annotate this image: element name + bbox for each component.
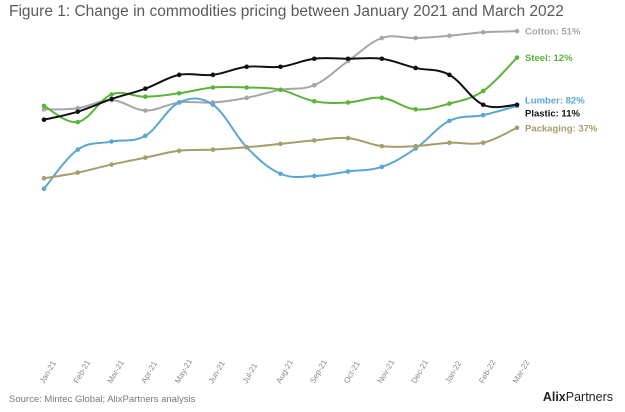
data-point-lumber-0 <box>41 186 47 191</box>
data-point-packaging-12 <box>447 140 452 145</box>
series-label-lumber: Lumber: 82% <box>525 95 585 106</box>
x-tick-label: Feb-22 <box>477 358 498 385</box>
data-point-cotton-13 <box>480 30 486 35</box>
data-point-cotton-8 <box>311 82 317 88</box>
series-end-labels: Cotton: 51% Steel: 12% Lumber: 82% Plastic:… <box>525 27 598 135</box>
x-tick-label: Sep-21 <box>308 358 329 385</box>
data-point-cotton-3 <box>143 108 148 113</box>
data-point-cotton-14 <box>514 28 520 34</box>
series-label-steel: Steel: 12% <box>525 53 573 64</box>
data-point-steel-14 <box>514 55 520 60</box>
data-point-steel-12 <box>447 101 452 106</box>
data-point-packaging-11 <box>413 143 418 149</box>
data-point-packaging-1 <box>75 170 81 175</box>
x-tick-label: Oct-21 <box>342 359 362 385</box>
data-point-packaging-0 <box>41 176 47 181</box>
data-point-steel-10 <box>379 95 385 101</box>
brand-logo-part1: Alix <box>542 390 566 404</box>
data-point-packaging-7 <box>278 141 283 147</box>
data-point-steel-5 <box>210 85 216 90</box>
series-label-packaging: Packaging: 37% <box>525 123 598 134</box>
data-point-packaging-4 <box>176 148 182 154</box>
data-point-packaging-3 <box>143 155 148 160</box>
x-tick-label: Jan-21 <box>38 359 58 385</box>
data-point-lumber-13 <box>480 112 486 118</box>
data-point-plastic-12 <box>447 72 452 78</box>
data-point-plastic-6 <box>244 64 250 70</box>
x-axis-tick-labels: Jan-21 Feb-21 Mar-21 Apr-21 May-21 Jun-21 Jul-… <box>38 357 532 385</box>
data-point-lumber-10 <box>379 164 385 170</box>
data-point-lumber-3 <box>143 133 148 139</box>
data-point-lumber-5 <box>210 102 216 108</box>
x-tick-label: Aug-21 <box>274 358 295 385</box>
series-line-packaging <box>43 126 518 180</box>
x-tick-label: Apr-21 <box>139 359 159 385</box>
data-point-cotton-6 <box>244 95 250 101</box>
x-tick-label: May-21 <box>173 357 194 385</box>
data-point-packaging-13 <box>480 140 486 145</box>
data-point-steel-11 <box>413 107 418 112</box>
data-point-steel-2 <box>109 92 114 97</box>
brand-logo-part2: Partners <box>565 390 613 404</box>
data-point-plastic-9 <box>345 56 351 62</box>
data-point-cotton-0 <box>41 107 47 112</box>
data-point-plastic-8 <box>311 56 317 62</box>
series-markers <box>41 28 520 191</box>
data-point-steel-0 <box>41 103 47 109</box>
data-point-steel-1 <box>75 119 81 125</box>
data-point-plastic-4 <box>176 72 182 78</box>
data-point-cotton-10 <box>379 35 385 41</box>
data-point-plastic-3 <box>143 86 148 91</box>
series-lines <box>43 30 518 190</box>
data-point-packaging-5 <box>210 147 216 152</box>
data-point-plastic-14 <box>514 102 520 108</box>
data-point-steel-6 <box>244 85 250 90</box>
brand-logo: AlixPartners <box>543 390 613 404</box>
data-point-plastic-2 <box>109 96 114 102</box>
x-tick-label: Dec-21 <box>410 358 431 385</box>
data-point-lumber-9 <box>345 169 351 174</box>
x-tick-label: Nov-21 <box>376 358 397 385</box>
source-note: Source: Mintec Global; AlixPartners anal… <box>9 394 196 405</box>
data-point-lumber-12 <box>447 118 452 124</box>
series-label-cotton: Cotton: 51% <box>525 27 581 38</box>
data-point-packaging-9 <box>345 135 351 141</box>
data-point-plastic-11 <box>413 65 418 71</box>
data-point-packaging-2 <box>109 162 114 167</box>
x-tick-label: Jul-21 <box>241 361 260 385</box>
x-tick-label: Mar-22 <box>511 358 532 385</box>
data-point-packaging-10 <box>379 143 385 149</box>
data-point-steel-4 <box>176 90 182 96</box>
data-point-lumber-8 <box>311 173 317 179</box>
data-point-lumber-1 <box>75 147 81 152</box>
x-tick-label: Feb-21 <box>72 358 93 385</box>
data-point-lumber-7 <box>278 171 283 177</box>
data-point-plastic-5 <box>210 72 216 78</box>
data-point-steel-8 <box>311 99 317 104</box>
data-point-steel-9 <box>345 100 351 105</box>
x-tick-label: Mar-21 <box>106 358 127 385</box>
data-point-lumber-4 <box>176 100 182 105</box>
x-tick-label: Jan-22 <box>443 359 463 385</box>
data-point-packaging-6 <box>244 145 250 150</box>
data-point-lumber-2 <box>109 139 114 144</box>
data-point-plastic-1 <box>75 109 81 114</box>
data-point-steel-13 <box>480 88 486 94</box>
series-label-plastic: Plastic: 11% <box>525 108 580 119</box>
data-point-packaging-8 <box>311 138 317 143</box>
data-point-plastic-13 <box>480 102 486 108</box>
data-point-cotton-11 <box>413 35 418 41</box>
data-point-packaging-14 <box>514 125 520 131</box>
data-point-cotton-12 <box>447 33 452 39</box>
data-point-plastic-10 <box>379 56 385 62</box>
data-point-plastic-7 <box>278 64 283 70</box>
x-tick-label: Jun-21 <box>207 359 227 385</box>
data-point-steel-7 <box>278 87 283 93</box>
data-point-steel-3 <box>143 94 148 99</box>
data-point-plastic-0 <box>41 117 47 122</box>
chart-title: Figure 1: Change in commodities pricing … <box>9 3 564 20</box>
data-point-cotton-1 <box>75 105 81 111</box>
